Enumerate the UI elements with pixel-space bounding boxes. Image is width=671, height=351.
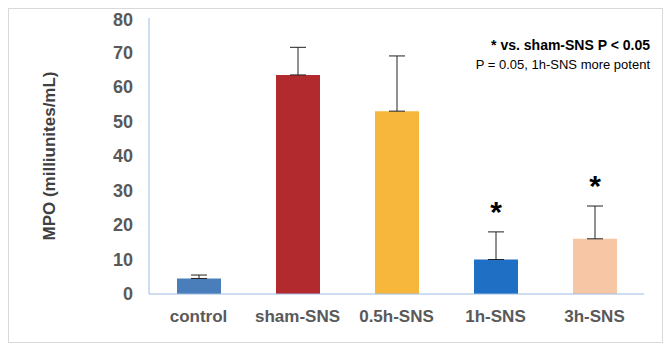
svg-text:1h-SNS: 1h-SNS — [465, 307, 525, 326]
svg-text:60: 60 — [113, 77, 133, 97]
svg-text:20: 20 — [113, 215, 133, 235]
svg-text:30: 30 — [113, 181, 133, 201]
html-text:* vs. sham-SNS P < 0.05: * vs. sham-SNS P < 0.05 — [491, 37, 650, 53]
svg-text:*: * — [589, 169, 601, 202]
svg-text:sham-SNS: sham-SNS — [255, 307, 340, 326]
svg-text:MPO (milliunites/mL): MPO (milliunites/mL) — [40, 71, 59, 240]
svg-text:40: 40 — [113, 146, 133, 166]
svg-text:control: control — [170, 307, 228, 326]
svg-text:*: * — [490, 195, 502, 228]
html-text:P = 0.05, 1h-SNS more potent: P = 0.05, 1h-SNS more potent — [475, 57, 650, 72]
svg-text:3h-SNS: 3h-SNS — [564, 307, 624, 326]
svg-text:0.5h-SNS: 0.5h-SNS — [359, 307, 434, 326]
svg-text:70: 70 — [113, 43, 133, 63]
svg-text:10: 10 — [113, 250, 133, 270]
svg-text:80: 80 — [113, 10, 133, 30]
svg-text:50: 50 — [113, 112, 133, 132]
svg-text:0: 0 — [123, 284, 133, 304]
